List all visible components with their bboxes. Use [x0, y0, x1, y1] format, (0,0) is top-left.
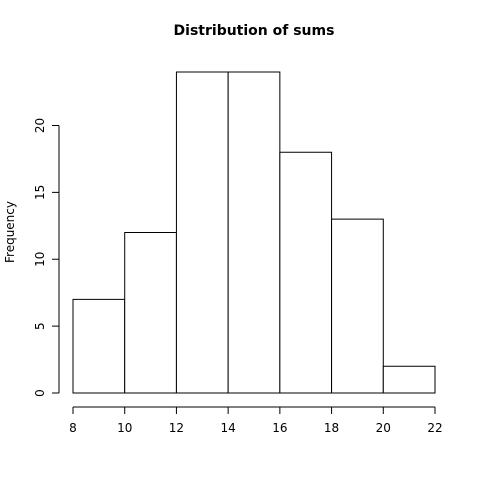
histogram-bar-20-22 — [382, 365, 436, 394]
x-tick-label: 18 — [324, 421, 339, 435]
y-tick-label: 10 — [33, 252, 47, 267]
x-tick-label: 8 — [69, 421, 77, 435]
x-tick-label: 14 — [221, 421, 236, 435]
x-tick-label: 20 — [376, 421, 391, 435]
histogram-bar-10-12 — [124, 232, 177, 394]
histogram-bar-18-20 — [331, 218, 384, 394]
histogram-bar-14-16 — [227, 71, 281, 394]
x-tick-label: 10 — [117, 421, 132, 435]
histogram-bar-16-18 — [279, 151, 333, 394]
y-axis: 0 5 10 15 20 — [33, 118, 60, 397]
x-tick-label: 22 — [427, 421, 442, 435]
x-axis: 8 10 12 14 16 18 20 22 — [69, 406, 443, 435]
histogram-bar-8-10 — [72, 298, 126, 394]
x-tick-label: 12 — [169, 421, 184, 435]
y-tick-label: 20 — [33, 118, 47, 133]
y-axis-label: Frequency — [3, 201, 17, 263]
chart-title: Distribution of sums — [174, 23, 335, 39]
y-tick-label: 0 — [33, 389, 47, 397]
y-tick-label: 15 — [33, 185, 47, 200]
bars-group — [72, 71, 436, 394]
y-tick-label: 5 — [33, 322, 47, 330]
x-tick-label: 16 — [272, 421, 287, 435]
histogram-bar-12-14 — [175, 71, 229, 394]
